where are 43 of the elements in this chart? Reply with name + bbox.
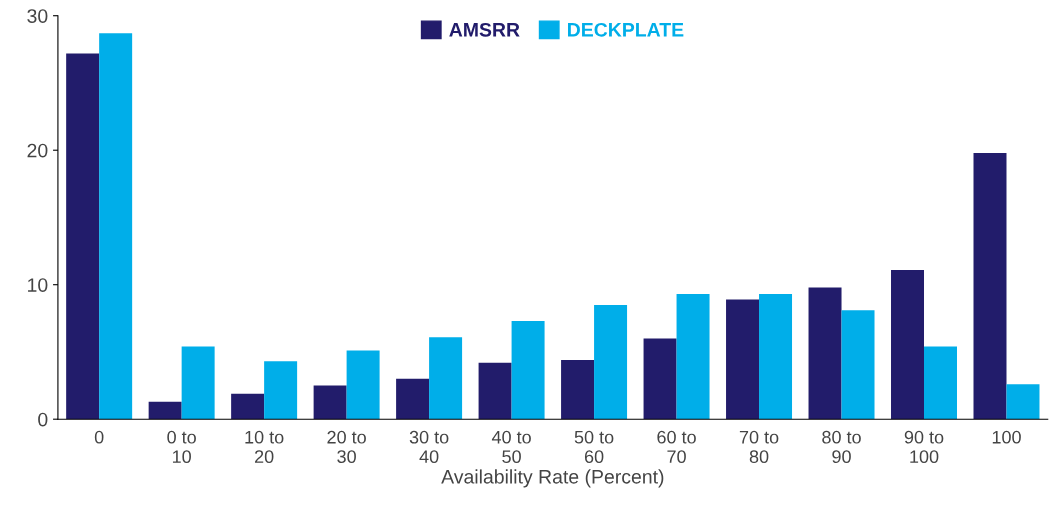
bar [478, 362, 512, 420]
bar [313, 385, 347, 420]
bar [891, 269, 925, 420]
bar [643, 338, 677, 420]
bar [148, 401, 182, 420]
bar [231, 393, 265, 420]
bar [808, 287, 842, 420]
bar [924, 346, 957, 420]
x-tick-label: 0 [94, 430, 104, 444]
bar [561, 360, 595, 420]
bar [99, 33, 133, 420]
x-tick-label: 30 to 40 [409, 430, 449, 464]
y-tick-label: 20 [27, 143, 48, 158]
legend-label: DECKPLATE [568, 22, 684, 37]
legend-label: AMSRR [449, 22, 520, 37]
x-tick-label: 60 to 70 [657, 430, 696, 464]
bar [676, 294, 710, 420]
bar [759, 294, 793, 420]
x-tick-label: 70 to 80 [739, 430, 779, 464]
bar [66, 53, 100, 420]
y-tick-label: 10 [28, 278, 48, 292]
bar [973, 152, 1007, 420]
bar [396, 378, 430, 420]
bar [429, 337, 463, 420]
bar [264, 361, 298, 420]
bar [181, 346, 215, 420]
bar [346, 350, 380, 420]
y-tick-label: 30 [27, 9, 48, 23]
bar [511, 321, 545, 420]
bar [1006, 384, 1040, 420]
bar [594, 304, 628, 420]
x-tick-label: 90 to 100 [904, 430, 944, 464]
x-tick-label: 100 [992, 430, 1021, 444]
x-tick-label: 40 to 50 [491, 430, 531, 464]
bar [841, 310, 875, 420]
x-tick-label: 20 to 30 [327, 430, 366, 464]
x-tick-label: 50 to 60 [574, 430, 614, 464]
x-tick-label: 80 to 90 [822, 430, 861, 464]
x-axis-title: Availability Rate (Percent) [441, 469, 664, 488]
bar [726, 299, 760, 420]
x-tick-label: 10 to 20 [245, 430, 284, 464]
y-tick-label: 0 [38, 412, 48, 427]
x-tick-label: 0 to 10 [167, 430, 196, 464]
